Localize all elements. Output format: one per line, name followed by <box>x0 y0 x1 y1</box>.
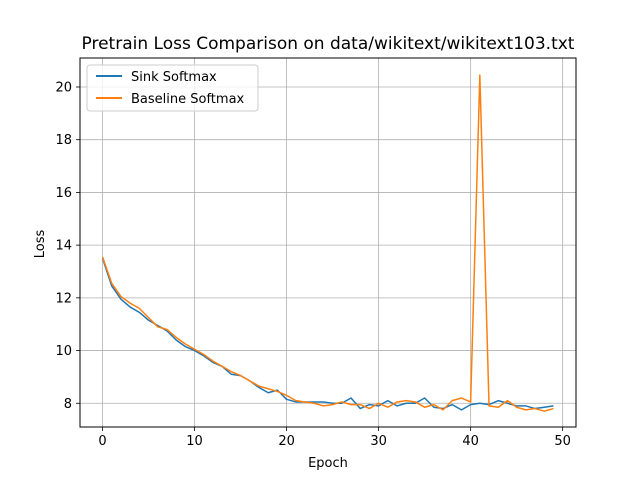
axis-ticks: 0 10 20 30 40 50 8 10 12 14 16 18 20 <box>55 80 570 449</box>
legend-label-sink-softmax: Sink Softmax <box>131 70 217 85</box>
x-tick-label: 50 <box>554 434 571 449</box>
y-axis-label: Loss <box>33 230 48 259</box>
series-line-baseline-softmax <box>101 74 554 412</box>
y-tick-label: 10 <box>55 344 72 359</box>
x-tick-label: 0 <box>98 434 106 449</box>
grid <box>80 58 576 427</box>
plot-frame <box>79 57 577 428</box>
x-tick-label: 10 <box>186 434 203 449</box>
x-axis-label: Epoch <box>308 456 348 471</box>
y-tick-label: 18 <box>55 133 72 148</box>
legend-label-baseline-softmax: Baseline Softmax <box>131 92 245 107</box>
y-tick-label: 12 <box>55 291 72 306</box>
y-tick-label: 8 <box>64 397 72 412</box>
x-tick-label: 30 <box>370 434 387 449</box>
legend-box <box>86 64 259 112</box>
x-tick-label: 40 <box>462 434 479 449</box>
y-tick-label: 14 <box>55 239 72 254</box>
y-tick-label: 16 <box>55 186 72 201</box>
x-tick-label: 20 <box>278 434 295 449</box>
legend: Sink Softmax Baseline Softmax <box>86 64 259 112</box>
chart-title: Pretrain Loss Comparison on data/wikitex… <box>82 34 575 54</box>
series-line-sink-softmax <box>101 258 554 411</box>
y-tick-label: 20 <box>55 80 72 95</box>
series-layer <box>101 74 554 412</box>
